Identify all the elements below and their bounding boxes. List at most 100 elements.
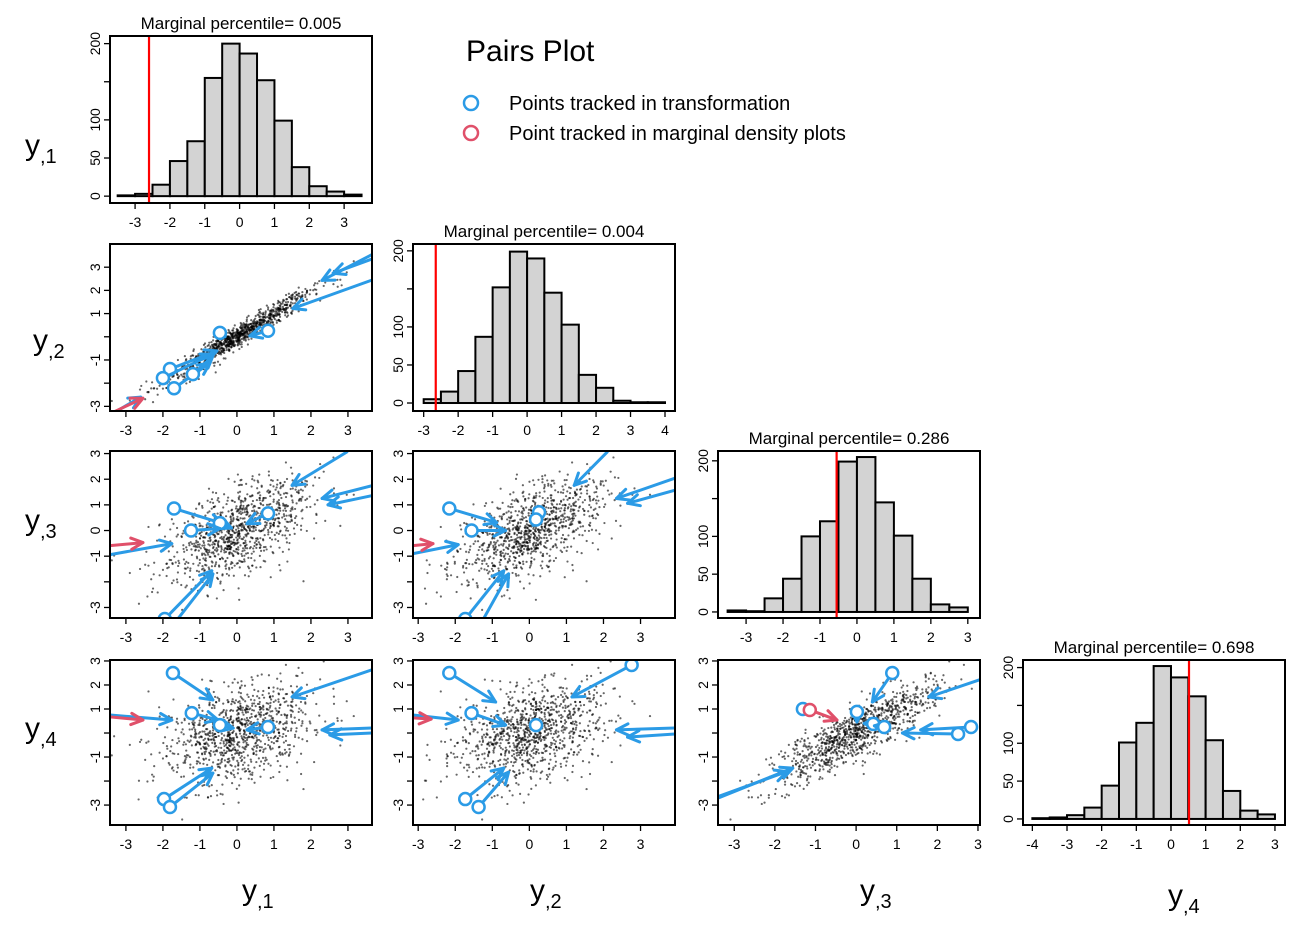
scatter-point xyxy=(468,742,470,744)
scatter-point xyxy=(244,540,246,542)
scatter-point xyxy=(212,546,214,548)
scatter-point xyxy=(540,541,542,543)
scatter-point xyxy=(171,582,173,584)
scatter-point xyxy=(218,565,220,567)
scatter-point xyxy=(227,332,229,334)
scatter-point xyxy=(159,385,161,387)
scatter-point xyxy=(189,767,191,769)
scatter-point xyxy=(528,493,530,495)
scatter-point xyxy=(275,514,277,516)
scatter-point xyxy=(214,555,216,557)
scatter-point xyxy=(256,747,258,749)
scatter-point xyxy=(306,480,308,482)
scatter-point xyxy=(151,591,153,593)
scatter-point xyxy=(238,745,240,747)
scatter-point xyxy=(213,506,215,508)
scatter-point xyxy=(556,546,558,548)
scatter-point xyxy=(251,322,253,324)
scatter-point xyxy=(184,586,186,588)
scatter-point xyxy=(267,489,269,491)
scatter-point xyxy=(546,479,548,481)
scatter-point xyxy=(217,361,219,363)
scatter-point xyxy=(525,703,527,705)
scatter-point xyxy=(314,503,316,505)
scatter-point xyxy=(279,482,281,484)
scatter-point xyxy=(210,750,212,752)
scatter-point xyxy=(216,697,218,699)
scatter-point xyxy=(446,765,448,767)
scatter-point xyxy=(231,691,233,693)
scatter-point xyxy=(198,704,200,706)
scatter-point xyxy=(279,754,281,756)
scatter-point xyxy=(554,489,556,491)
scatter-point xyxy=(176,771,178,773)
scatter-point xyxy=(278,746,280,748)
scatter-point xyxy=(255,566,257,568)
scatter-point xyxy=(538,538,540,540)
histogram-bar xyxy=(949,607,967,612)
scatter-point xyxy=(239,491,241,493)
scatter-point xyxy=(494,565,496,567)
scatter-point xyxy=(588,730,590,732)
scatter-point xyxy=(266,316,268,318)
histogram-bar xyxy=(562,325,579,403)
scatter-point xyxy=(272,776,274,778)
scatter-point xyxy=(528,529,530,531)
scatter-point xyxy=(229,546,231,548)
scatter-point xyxy=(522,491,524,493)
scatter-point xyxy=(221,531,223,533)
scatter-point xyxy=(617,715,619,717)
scatter-points xyxy=(422,660,651,820)
scatter-point xyxy=(183,551,185,553)
scatter-point xyxy=(204,743,206,745)
scatter-point xyxy=(563,499,565,501)
scatter-point xyxy=(607,489,609,491)
scatter-point xyxy=(471,750,473,752)
scatter-point xyxy=(278,492,280,494)
scatter-point xyxy=(563,541,565,543)
scatter-point xyxy=(259,537,261,539)
scatter-point xyxy=(217,766,219,768)
scatter-point xyxy=(296,294,298,296)
scatter-point xyxy=(500,488,502,490)
scatter-point xyxy=(560,541,562,543)
scatter-point xyxy=(583,510,585,512)
scatter-point xyxy=(523,548,525,550)
scatter-point xyxy=(251,705,253,707)
scatter-point xyxy=(555,530,557,532)
scatter-point xyxy=(302,788,304,790)
scatter-point xyxy=(492,545,494,547)
scatter-point xyxy=(205,550,207,552)
scatter-point xyxy=(237,519,239,521)
scatter-point xyxy=(199,562,201,564)
scatter-point xyxy=(240,696,242,698)
y-tick-label: 200 xyxy=(87,32,103,56)
y-tick-label: 2 xyxy=(87,475,103,483)
scatter-point xyxy=(278,512,280,514)
scatter-point xyxy=(233,575,235,577)
scatter-point xyxy=(217,774,219,776)
scatter-point xyxy=(214,733,216,735)
plot-title: Pairs Plot xyxy=(466,35,595,68)
scatter-point xyxy=(267,709,269,711)
scatter-point xyxy=(233,340,235,342)
scatter-point xyxy=(463,571,465,573)
scatter-point xyxy=(532,479,534,481)
scatter-point xyxy=(287,730,289,732)
scatter-point xyxy=(269,522,271,524)
scatter-point xyxy=(244,545,246,547)
scatter-point xyxy=(486,532,488,534)
scatter-point xyxy=(164,535,166,537)
scatter-point xyxy=(150,753,152,755)
scatter-point xyxy=(232,513,234,515)
scatter-point xyxy=(267,533,269,535)
scatter-point xyxy=(262,497,264,499)
scatter-point xyxy=(561,730,563,732)
scatter-point xyxy=(201,785,203,787)
scatter-point xyxy=(225,714,227,716)
scatter-point xyxy=(544,522,546,524)
scatter-point xyxy=(209,701,211,703)
scatter-point xyxy=(462,565,464,567)
